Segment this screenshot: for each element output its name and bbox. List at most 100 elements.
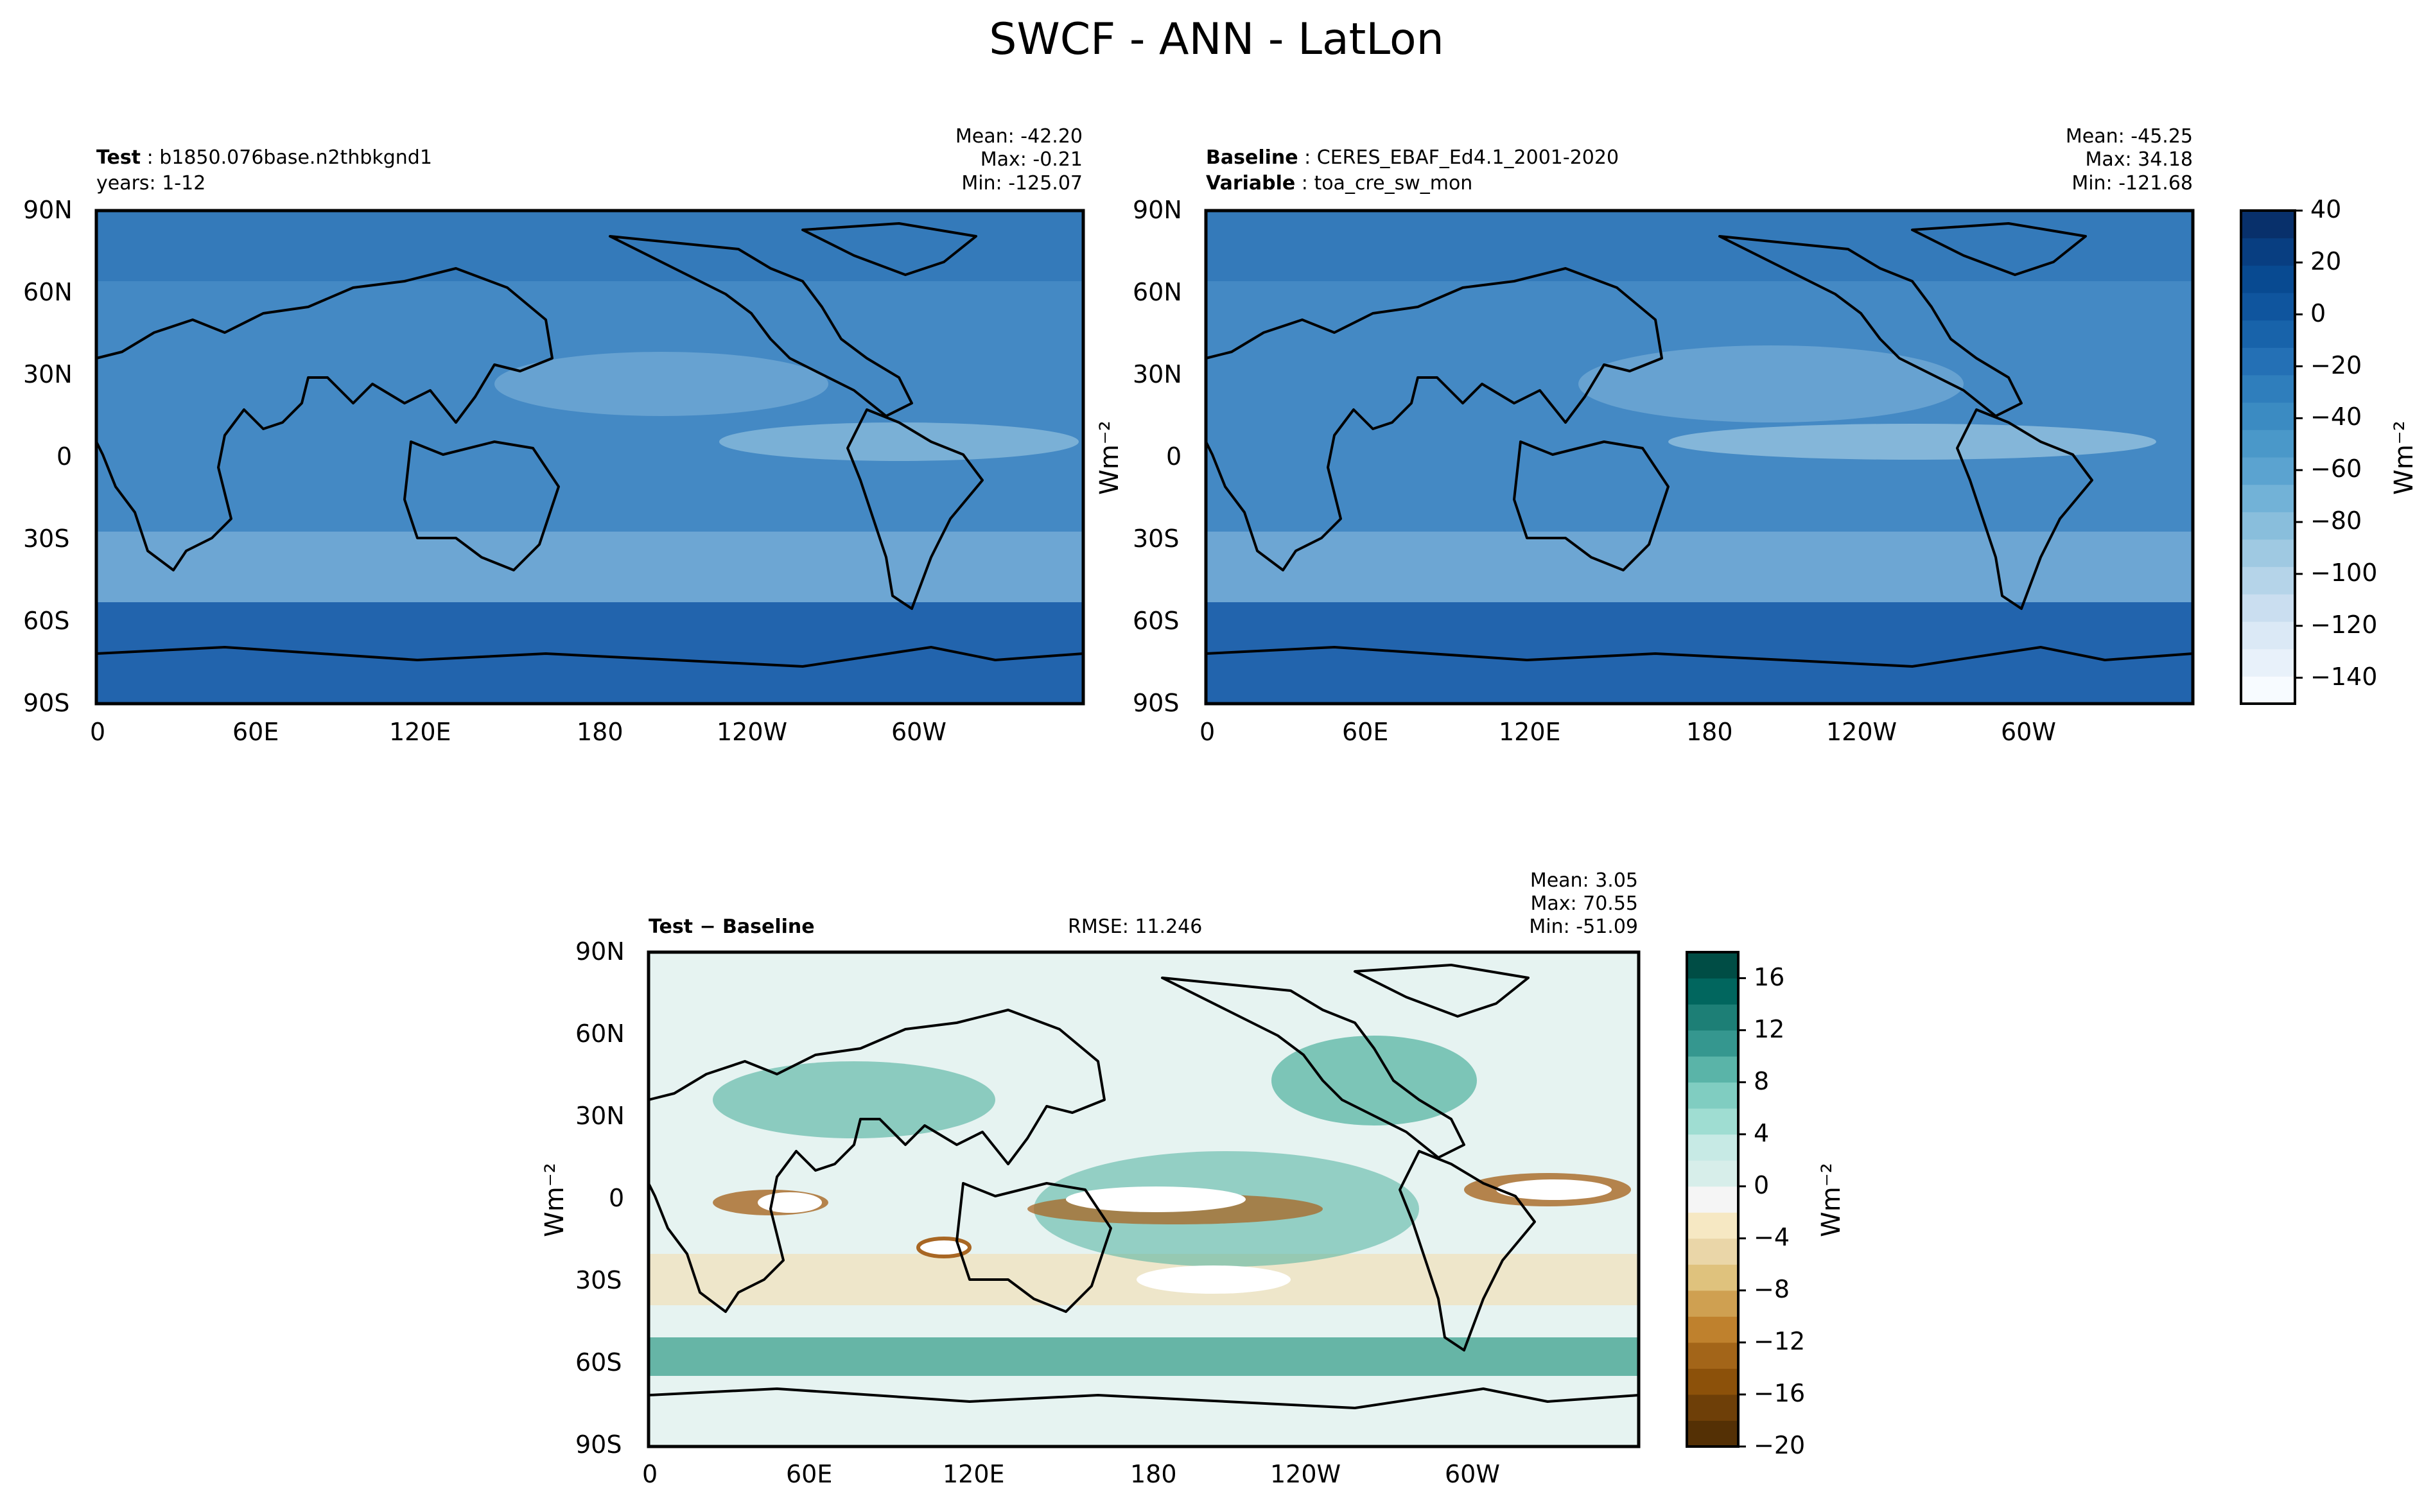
diff-max: Max: 70.55 bbox=[1530, 892, 1638, 915]
baseline-max: Max: 34.18 bbox=[2085, 148, 2193, 171]
diff-min: Min: -51.09 bbox=[1529, 916, 1638, 938]
diff-southern-teal bbox=[649, 1337, 1639, 1376]
diff-ytick: 60S bbox=[575, 1348, 622, 1377]
baseline-arctic-band bbox=[1206, 211, 2193, 281]
colorbar-swatch bbox=[1687, 1420, 1738, 1447]
colorbar-frame bbox=[2240, 209, 2296, 705]
baseline-southern-ocean bbox=[1206, 532, 2193, 602]
colorbar-swatch bbox=[2241, 293, 2295, 321]
diff-spac-white bbox=[1137, 1265, 1291, 1294]
test-max: Max: -0.21 bbox=[980, 148, 1083, 171]
baseline-xtick: 180 bbox=[1686, 718, 1733, 746]
colorbar-tick-label: −16 bbox=[1754, 1378, 1806, 1407]
colorbar-tick-label: −40 bbox=[2310, 403, 2362, 431]
colorbar-swatch bbox=[1687, 978, 1738, 1005]
diff-asia-teal bbox=[713, 1061, 995, 1138]
colorbar-tick-label: 40 bbox=[2310, 195, 2342, 223]
test-ytick: 0 bbox=[57, 442, 73, 471]
baseline-variable-value: toa_cre_sw_mon bbox=[1314, 172, 1473, 195]
colorbar-swatch bbox=[2241, 430, 2295, 458]
colorbar-swatch bbox=[1687, 1394, 1738, 1421]
test-xtick: 0 bbox=[90, 718, 106, 746]
diff-ytick: 30S bbox=[575, 1266, 622, 1294]
test-southern-ocean bbox=[96, 532, 1083, 602]
colorbar-swatch bbox=[1687, 1108, 1738, 1135]
baseline-antarctic-band bbox=[1206, 602, 2193, 704]
diff-ytick: 0 bbox=[609, 1184, 625, 1212]
colorbar-swatch bbox=[2241, 539, 2295, 568]
test-axes-frame bbox=[94, 209, 1085, 706]
diff-io-white bbox=[758, 1192, 822, 1213]
colorbar-tick-label: −60 bbox=[2310, 455, 2362, 483]
blues-colorbar bbox=[2240, 209, 2303, 705]
colorbar-swatch bbox=[2241, 320, 2295, 348]
test-antarctic-band bbox=[96, 602, 1083, 704]
colorbar-swatch bbox=[1687, 1160, 1738, 1187]
colorbar-swatch bbox=[2241, 676, 2295, 704]
test-xtick: 120E bbox=[389, 718, 451, 746]
baseline-variable: Variable : toa_cre_sw_mon bbox=[1206, 172, 1473, 195]
colorbar-swatch bbox=[2241, 375, 2295, 403]
baseline-ytick: 60S bbox=[1133, 607, 1180, 635]
baseline-xtick: 120E bbox=[1499, 718, 1561, 746]
colorbar-tick-label: −120 bbox=[2310, 610, 2378, 639]
diff-xtick: 120E bbox=[943, 1460, 1005, 1488]
colorbar-swatch bbox=[1687, 1186, 1738, 1213]
baseline-xtick: 60E bbox=[1342, 718, 1389, 746]
colorbar-tick-label: 20 bbox=[2310, 247, 2342, 275]
test-min: Min: -125.07 bbox=[961, 172, 1083, 195]
figure-title: SWCF - ANN - LatLon bbox=[989, 14, 1444, 65]
diff-xtick: 120W bbox=[1270, 1460, 1341, 1488]
colorbar-swatch bbox=[2241, 512, 2295, 540]
baseline-axes-frame bbox=[1204, 209, 2195, 706]
diff-ytick: 90S bbox=[575, 1430, 622, 1459]
baseline-ytick: 30S bbox=[1133, 525, 1180, 553]
diff-eqpac-white bbox=[1066, 1186, 1246, 1212]
diff-rmse: RMSE: 11.246 bbox=[1068, 916, 1203, 938]
colorbar-tick-label: −20 bbox=[2310, 351, 2362, 379]
colorbar-tick-label: −100 bbox=[2310, 558, 2378, 587]
colorbar-swatch bbox=[2241, 265, 2295, 293]
test-label-bold: Test bbox=[96, 146, 141, 169]
colorbar-swatch bbox=[1687, 1368, 1738, 1395]
colorbar-swatch bbox=[1687, 952, 1738, 979]
baseline-xtick: 60W bbox=[2001, 718, 2056, 746]
colorbar-swatch bbox=[1687, 1056, 1738, 1083]
diff-atl-white bbox=[1496, 1179, 1612, 1200]
colorbar-swatch bbox=[1687, 1264, 1738, 1291]
colorbar-swatch bbox=[1687, 1030, 1738, 1057]
diff-xtick: 60E bbox=[786, 1460, 833, 1488]
colorbar-tick-label: −20 bbox=[1754, 1431, 1806, 1459]
test-ytick: 30S bbox=[23, 525, 70, 553]
colorbar-tick-label: 12 bbox=[1754, 1014, 1785, 1043]
colorbar-swatch bbox=[1687, 1316, 1738, 1343]
colorbar-swatch bbox=[2241, 457, 2295, 485]
test-xtick: 60W bbox=[891, 718, 946, 746]
colorbar-tick-label: −4 bbox=[1754, 1222, 1790, 1251]
diff-xtick: 180 bbox=[1130, 1460, 1177, 1488]
colorbar-swatch bbox=[1687, 1134, 1738, 1161]
baseline-mean: Mean: -45.25 bbox=[2065, 125, 2193, 148]
colorbar-tick-label: 8 bbox=[1754, 1066, 1770, 1095]
test-npac-light bbox=[494, 352, 828, 416]
colorbar-swatch bbox=[2241, 594, 2295, 622]
baseline-xtick: 0 bbox=[1199, 718, 1216, 746]
colorbar-swatch bbox=[2241, 621, 2295, 650]
test-map bbox=[94, 209, 1085, 706]
baseline-label-bold: Baseline bbox=[1206, 146, 1298, 169]
diff-map bbox=[647, 950, 1641, 1448]
colorbar-swatch bbox=[2241, 238, 2295, 266]
colorbar-swatch bbox=[2241, 648, 2295, 677]
colorbar-swatch bbox=[1687, 1342, 1738, 1369]
baseline-ytick: 90N bbox=[1133, 196, 1182, 224]
colorbar-swatch bbox=[1687, 1004, 1738, 1031]
baseline-variable-bold: Variable bbox=[1206, 172, 1296, 195]
colorbar-tick-label: 0 bbox=[1754, 1170, 1770, 1199]
baseline-label: Baseline : CERES_EBAF_Ed4.1_2001-2020 bbox=[1206, 146, 1619, 169]
test-xtick: 60E bbox=[232, 718, 279, 746]
colorbar-swatch bbox=[2241, 566, 2295, 595]
baseline-coastlines bbox=[1205, 222, 2193, 668]
diff-mean: Mean: 3.05 bbox=[1530, 869, 1638, 892]
colorbar-swatch bbox=[2241, 484, 2295, 512]
colorbar-tick-label: −80 bbox=[2310, 507, 2362, 535]
